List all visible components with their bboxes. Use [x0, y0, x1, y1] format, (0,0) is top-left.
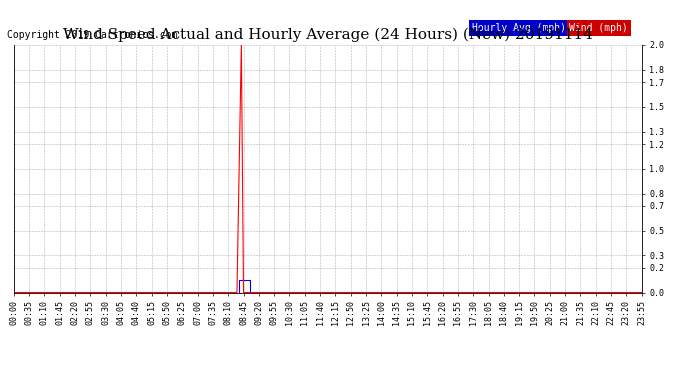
Text: Copyright 2019 Cartronics.com: Copyright 2019 Cartronics.com: [7, 30, 177, 40]
Title: Wind Speed Actual and Hourly Average (24 Hours) (New) 20191114: Wind Speed Actual and Hourly Average (24…: [63, 28, 593, 42]
Text: Hourly Avg (mph): Hourly Avg (mph): [472, 22, 566, 33]
Text: Wind (mph): Wind (mph): [569, 22, 628, 33]
